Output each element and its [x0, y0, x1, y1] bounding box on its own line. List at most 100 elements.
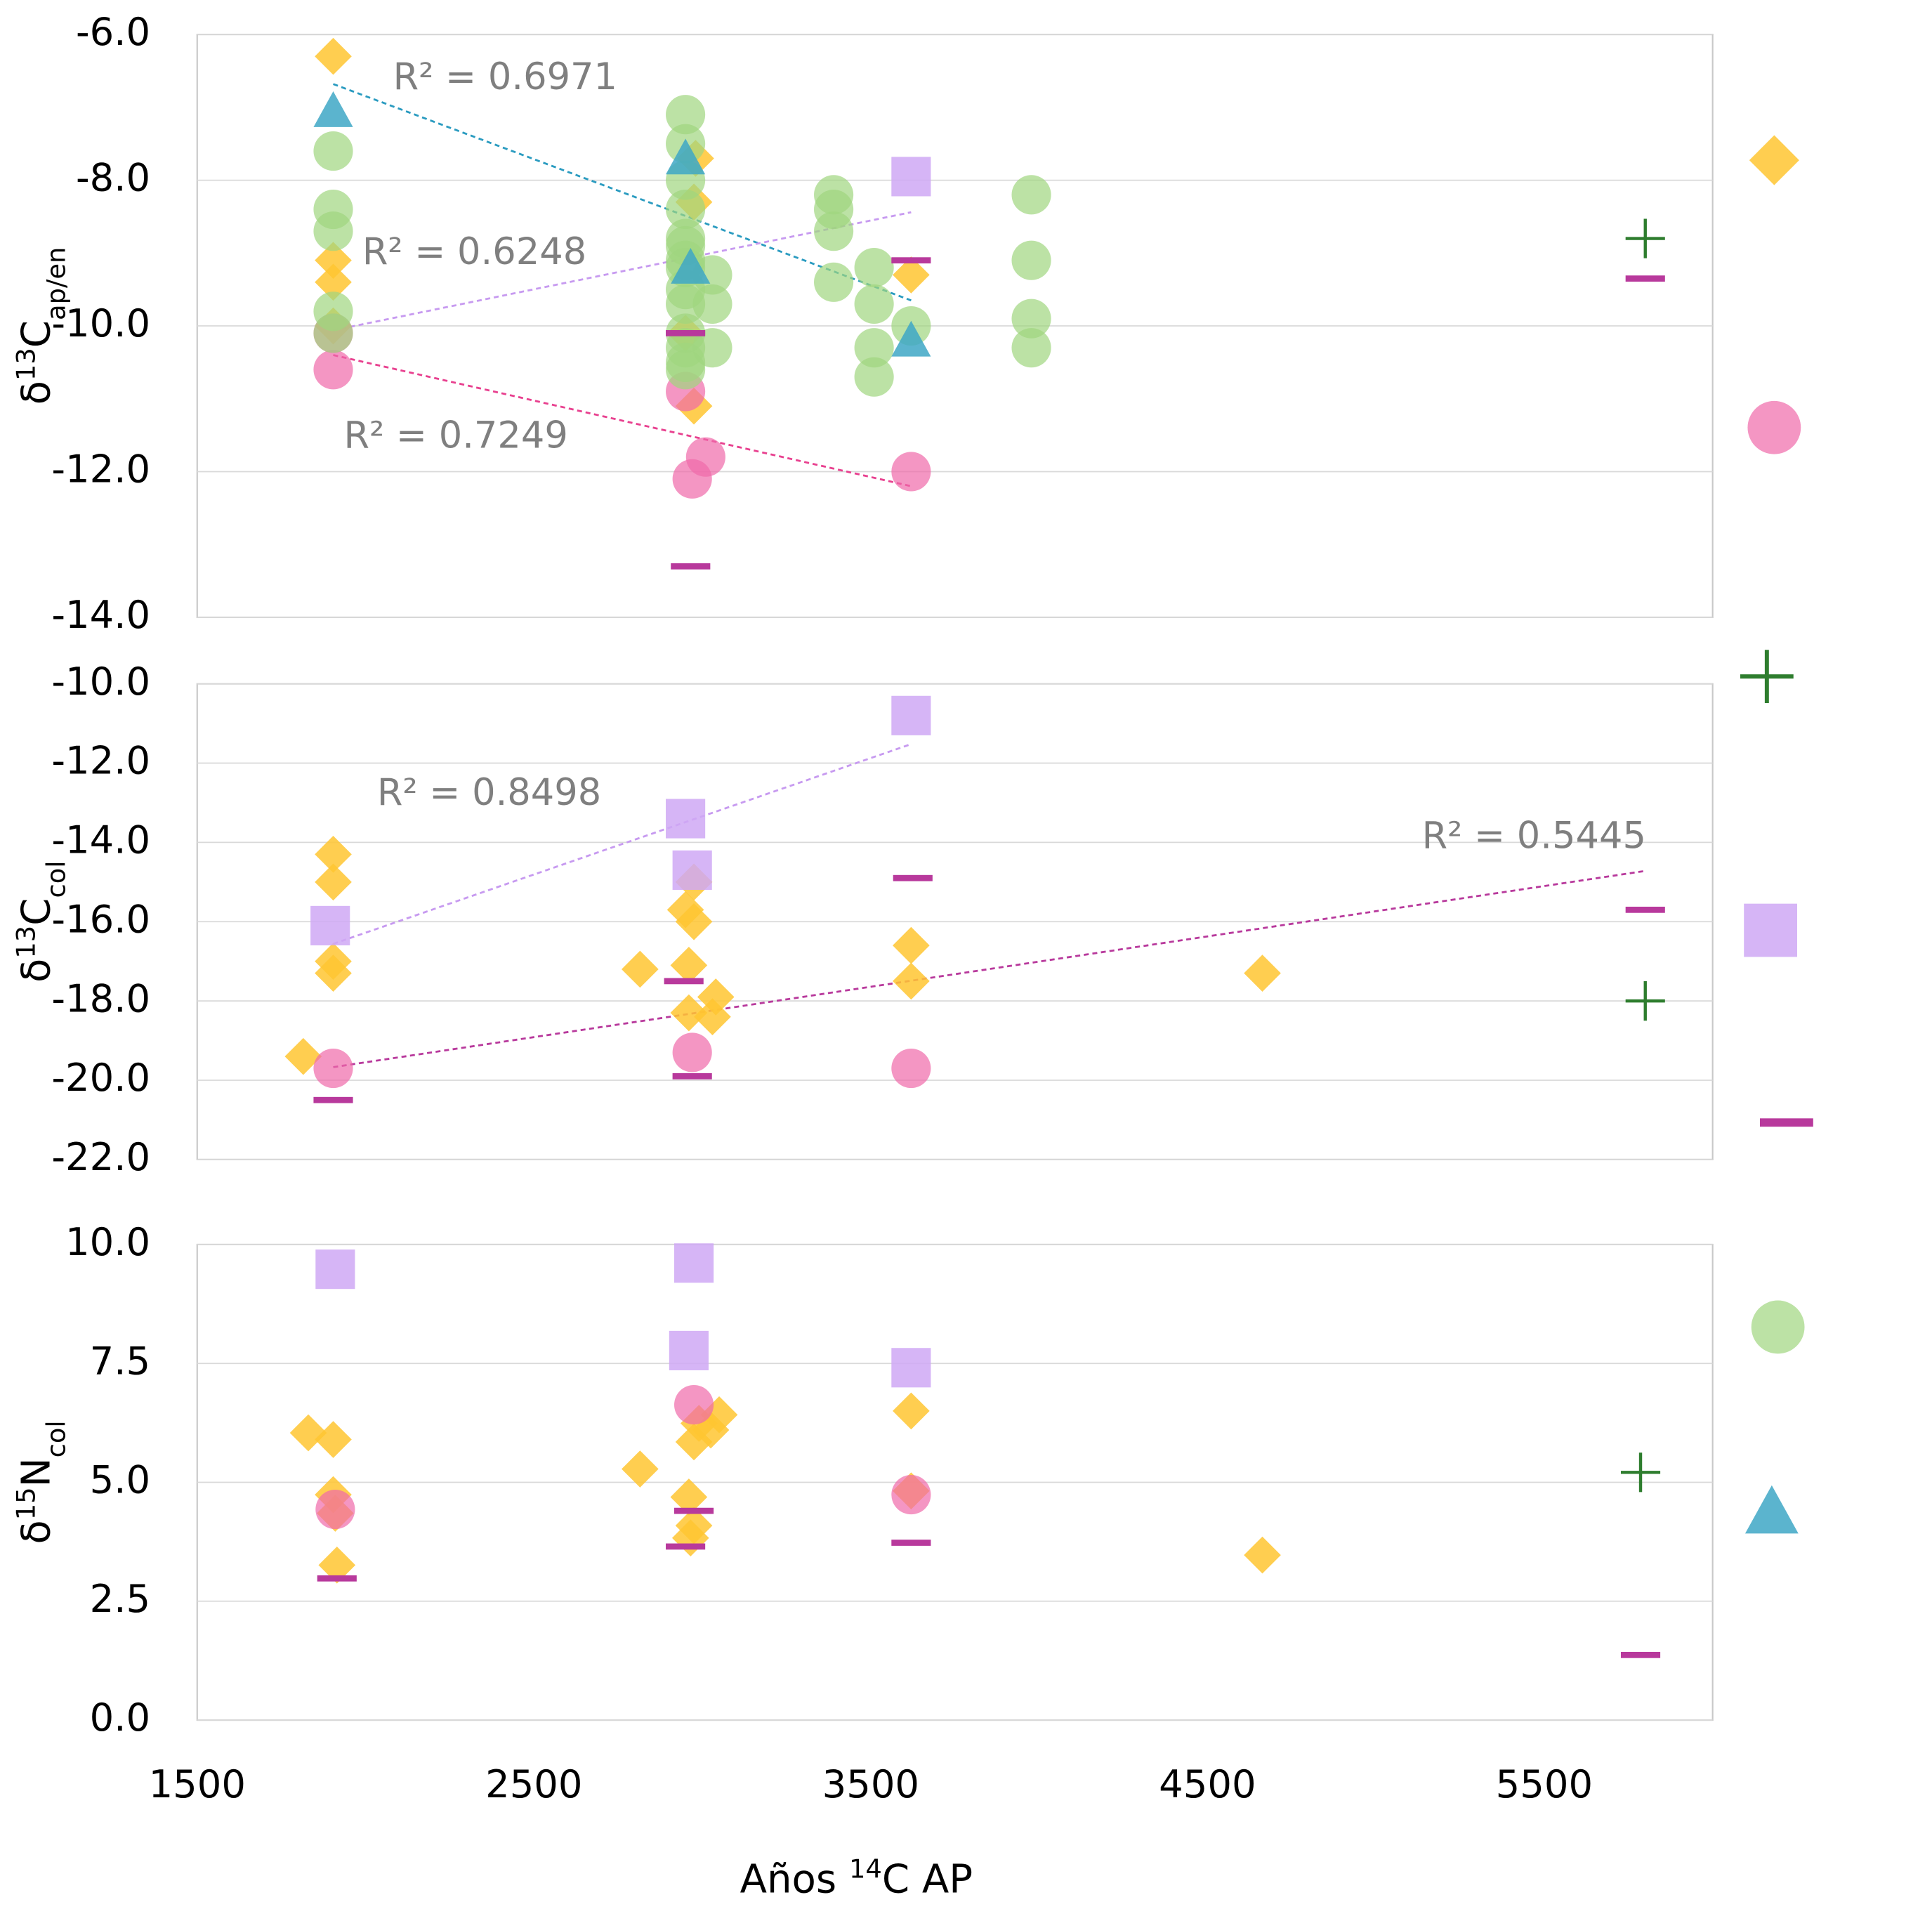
marker — [893, 927, 930, 964]
marker — [891, 1540, 931, 1546]
legend-marker — [1744, 904, 1797, 957]
legend-marker — [1760, 1118, 1813, 1127]
y-tick-label: 0.0 — [90, 1695, 150, 1740]
y-axis-label-part: δ — [13, 381, 59, 405]
marker — [893, 875, 933, 881]
marker — [1244, 954, 1281, 992]
legend-marker — [1749, 136, 1799, 185]
legend-marker — [1752, 1301, 1805, 1354]
marker — [666, 1544, 705, 1550]
marker — [1626, 218, 1665, 258]
legend-symbol — [1747, 401, 1801, 454]
marker — [671, 563, 710, 570]
marker — [893, 1393, 930, 1430]
x-tick-label: 5500 — [1496, 1762, 1593, 1806]
marker — [1626, 275, 1665, 282]
chart: -6.0-8.0-10.0-12.0-14.0δ13Cap/enR² = 0.6… — [0, 0, 1932, 1906]
marker — [673, 851, 712, 890]
legend-marker — [1747, 401, 1801, 454]
page: -6.0-8.0-10.0-12.0-14.0δ13Cap/enR² = 0.6… — [0, 0, 1932, 1909]
y-axis-label: δ15Ncol — [11, 1420, 71, 1544]
marker — [622, 951, 659, 988]
y-tick-label: -16.0 — [51, 897, 150, 941]
trendline — [334, 871, 1645, 1067]
marker — [855, 284, 894, 324]
legend-symbol — [1745, 1485, 1799, 1534]
legend-symbol — [1744, 904, 1797, 957]
x-tick-label: 3500 — [822, 1762, 919, 1806]
legend-symbol — [1740, 650, 1794, 703]
marker — [891, 1475, 931, 1514]
r-squared-label: R² = 0.6248 — [362, 230, 586, 273]
y-tick-label: 2.5 — [90, 1577, 150, 1621]
marker — [674, 1508, 714, 1514]
marker — [692, 284, 732, 324]
y-tick-label: -20.0 — [51, 1056, 150, 1100]
y-axis-label-part: 13 — [11, 348, 41, 381]
y-axis-label-part: δ — [13, 1520, 59, 1544]
y-tick-label: -18.0 — [51, 976, 150, 1021]
marker — [1011, 175, 1051, 214]
y-tick-label: -14.0 — [51, 593, 150, 637]
y-tick-label: 5.0 — [90, 1458, 150, 1502]
legend-symbol — [1752, 1301, 1805, 1354]
marker — [315, 1490, 355, 1529]
marker — [666, 799, 705, 838]
marker — [315, 864, 352, 901]
y-tick-label: 7.5 — [90, 1339, 150, 1383]
marker — [673, 1032, 712, 1072]
marker — [891, 157, 931, 196]
marker — [315, 1249, 355, 1289]
marker — [1626, 981, 1665, 1021]
y-axis-label-part: 15 — [11, 1487, 41, 1520]
marker — [1626, 907, 1665, 913]
marker — [814, 263, 853, 302]
marker — [891, 696, 931, 735]
marker — [855, 248, 894, 287]
y-tick-label: -10.0 — [51, 660, 150, 704]
y-tick-label: 10.0 — [65, 1220, 150, 1264]
y-tick-label: -22.0 — [51, 1135, 150, 1179]
marker — [313, 313, 353, 353]
marker — [674, 1243, 714, 1282]
y-axis-label-part: C — [13, 898, 59, 926]
y-axis-label-part: 13 — [11, 926, 41, 959]
y-axis-label-part: col — [41, 1420, 71, 1457]
marker — [313, 91, 353, 127]
x-tick-label: 4500 — [1159, 1762, 1256, 1806]
legend-symbol — [1749, 136, 1799, 185]
x-tick-label: 1500 — [149, 1762, 246, 1806]
y-tick-label: -12.0 — [51, 739, 150, 783]
marker — [313, 350, 353, 389]
marker — [669, 1331, 709, 1370]
marker — [313, 1097, 353, 1103]
legend-marker — [1740, 650, 1794, 703]
y-tick-label: -6.0 — [76, 10, 150, 54]
marker — [1621, 1452, 1660, 1492]
marker — [1011, 241, 1051, 280]
marker — [1244, 1537, 1281, 1574]
marker — [664, 978, 704, 985]
x-axis-label-part: 14 — [849, 1854, 882, 1884]
marker — [891, 452, 931, 491]
marker — [893, 963, 930, 1000]
marker — [891, 1348, 931, 1387]
marker — [891, 257, 931, 263]
marker — [686, 438, 725, 477]
y-tick-label: -12.0 — [51, 447, 150, 492]
marker — [313, 1049, 353, 1088]
y-tick-label: -8.0 — [76, 156, 150, 200]
y-axis-label-part: N — [13, 1457, 59, 1487]
marker — [313, 211, 353, 251]
marker — [666, 330, 705, 336]
x-axis-label-part: C AP — [882, 1857, 973, 1903]
r-squared-label: R² = 0.6971 — [393, 55, 617, 98]
y-axis-label-part: C — [13, 320, 59, 348]
marker — [1621, 1652, 1660, 1658]
legend-symbol — [1760, 1118, 1813, 1127]
x-axis-label-part: Años — [740, 1857, 849, 1903]
marker — [673, 1073, 712, 1080]
legend-marker — [1745, 1485, 1799, 1534]
marker — [317, 1575, 357, 1582]
y-axis-label-part: δ — [13, 959, 59, 983]
